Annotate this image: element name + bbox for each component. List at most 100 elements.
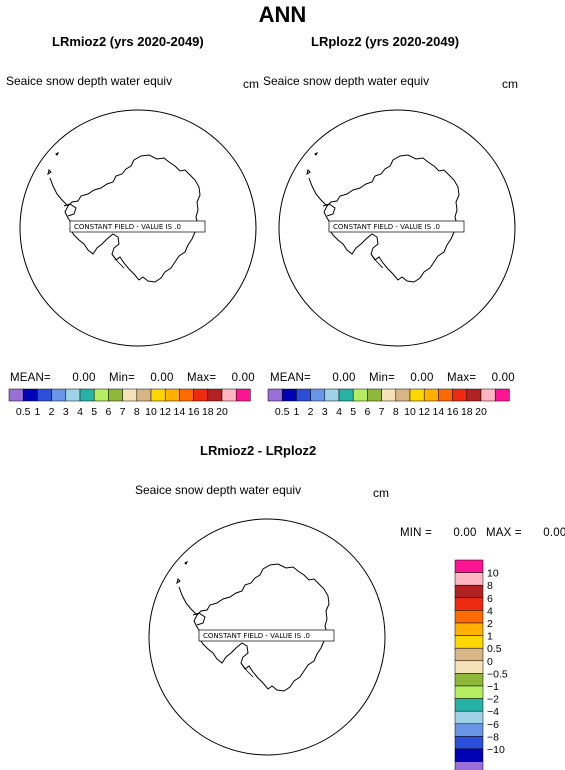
panel1-title: LRmioz2 (yrs 2020-2049)	[52, 34, 204, 49]
panel1-map: CONSTANT FIELD - VALUE IS .0	[19, 109, 257, 347]
panel2-map-boundary	[278, 109, 516, 347]
colorbar-tick-label: 5	[91, 406, 97, 418]
colorbar-tick-label: 8	[134, 406, 140, 418]
panel3-map: CONSTANT FIELD - VALUE IS .0	[148, 518, 386, 756]
colorbar-swatch	[338, 388, 354, 402]
panel2-colorbar: 0.5 1 2 3 4 5 6 7 8 10 12 14 16 18 20	[267, 388, 510, 418]
colorbar-tick-label: 7	[379, 406, 385, 418]
colorbar-tick-label: −6	[487, 719, 499, 731]
colorbar-swatch	[454, 584, 484, 599]
colorbar-swatch	[454, 736, 484, 750]
panel3-units: cm	[373, 486, 389, 500]
colorbar-tick-label: 0.5	[16, 406, 31, 418]
colorbar-tick-label: 1	[293, 406, 299, 418]
panel2-colorbar-swatches	[267, 388, 510, 402]
colorbar-tick-label: 12	[159, 406, 171, 418]
panel2-variable-label: Seaice snow depth water equiv	[263, 74, 430, 88]
panel1-antarctica-outline	[47, 151, 201, 283]
panel2-antarctica-outline	[306, 151, 460, 283]
colorbar-swatch	[281, 388, 297, 402]
colorbar-tick-label: 10	[145, 406, 157, 418]
colorbar-tick-label: 6	[487, 593, 493, 605]
colorbar-swatch	[454, 559, 484, 573]
colorbar-swatch	[150, 388, 166, 402]
panel2-max-label: Max=	[447, 372, 477, 384]
colorbar-swatch	[438, 388, 453, 402]
colorbar-swatch	[179, 388, 194, 402]
panel1-map-boundary	[19, 109, 257, 347]
colorbar-tick-label: 2	[308, 406, 314, 418]
colorbar-swatch	[454, 572, 484, 586]
panel2-mean-label: MEAN=	[270, 372, 311, 384]
colorbar-swatch	[454, 660, 484, 674]
panel3-min-label: MIN =	[400, 527, 432, 539]
panel3-colorbar-swatches	[454, 559, 484, 770]
colorbar-tick-label: −4	[487, 706, 499, 718]
colorbar-tick-label: 18	[461, 406, 473, 418]
colorbar-swatch	[122, 388, 138, 402]
colorbar-tick-label: 7	[120, 406, 126, 418]
colorbar-swatch	[296, 388, 311, 402]
colorbar-tick-label: 0	[487, 656, 493, 668]
colorbar-swatch	[454, 673, 484, 687]
panel3-stats: MIN = 0.00 MAX = 0.00	[400, 527, 565, 539]
colorbar-swatch	[108, 388, 123, 402]
colorbar-swatch	[454, 723, 484, 737]
colorbar-swatch	[454, 622, 484, 636]
panel3-map-boundary	[148, 518, 386, 756]
colorbar-tick-label: 14	[174, 406, 186, 418]
colorbar-swatch	[466, 388, 482, 402]
colorbar-tick-label: 18	[202, 406, 214, 418]
panel2-units: cm	[502, 77, 518, 91]
panel1-constant-field-box	[69, 220, 206, 233]
panel2-map: CONSTANT FIELD - VALUE IS .0	[278, 109, 516, 347]
colorbar-swatch	[37, 388, 52, 402]
colorbar-swatch	[381, 388, 397, 402]
colorbar-swatch	[8, 388, 24, 402]
panel2-constant-field-text: CONSTANT FIELD - VALUE IS .0	[333, 223, 440, 231]
colorbar-swatch	[423, 388, 439, 402]
panel1-colorbar-labels: 0.5 1 2 3 4 5 6 7 8 10 12 14 16 18 20	[16, 406, 228, 418]
colorbar-swatch	[93, 388, 109, 402]
colorbar-tick-label: −2	[487, 694, 499, 706]
panel1-variable-label: Seaice snow depth water equiv	[6, 74, 173, 88]
panel2-min-value: 0.00	[410, 372, 434, 384]
colorbar-tick-label: −0.5	[487, 668, 508, 680]
colorbar-swatch	[79, 388, 95, 402]
colorbar-tick-label: −10	[487, 744, 505, 756]
colorbar-tick-label: 4	[336, 406, 342, 418]
colorbar-swatch	[352, 388, 368, 402]
colorbar-swatch	[454, 610, 484, 624]
colorbar-tick-label: 1	[34, 406, 40, 418]
panel3-constant-field-text: CONSTANT FIELD - VALUE IS .0	[203, 632, 310, 640]
colorbar-swatch	[193, 388, 209, 402]
colorbar-swatch	[221, 388, 237, 402]
panel3-max-label: MAX =	[486, 527, 522, 539]
colorbar-swatch	[454, 647, 484, 662]
panel1-units: cm	[243, 77, 259, 91]
colorbar-swatch	[452, 388, 468, 402]
panel1-max-label: Max=	[187, 372, 217, 384]
colorbar-swatch	[395, 388, 411, 402]
colorbar-swatch	[207, 388, 223, 402]
panel2-max-value: 0.00	[491, 372, 515, 384]
panel3-antarctica-outline	[176, 560, 330, 692]
colorbar-tick-label: 6	[364, 406, 370, 418]
panel2-stats: MEAN= 0.00 Min= 0.00 Max= 0.00	[270, 372, 515, 384]
colorbar-tick-label: 2	[487, 618, 493, 630]
colorbar-tick-label: 5	[350, 406, 356, 418]
panel3-variable-label: Seaice snow depth water equiv	[135, 483, 302, 497]
colorbar-swatch	[65, 388, 81, 402]
colorbar-tick-label: 0.5	[275, 406, 290, 418]
panel1-stats: MEAN= 0.00 Min= 0.00 Max= 0.00	[10, 372, 255, 384]
colorbar-tick-label: 2	[49, 406, 55, 418]
colorbar-swatch	[454, 635, 484, 649]
colorbar-swatch	[22, 388, 38, 402]
panel1-colorbar-swatches	[8, 388, 251, 402]
colorbar-tick-label: 8	[393, 406, 399, 418]
colorbar-tick-label: 0.5	[487, 643, 502, 655]
colorbar-swatch	[454, 710, 484, 725]
panel3-max-value: 0.00	[543, 527, 565, 539]
colorbar-swatch	[454, 698, 484, 712]
